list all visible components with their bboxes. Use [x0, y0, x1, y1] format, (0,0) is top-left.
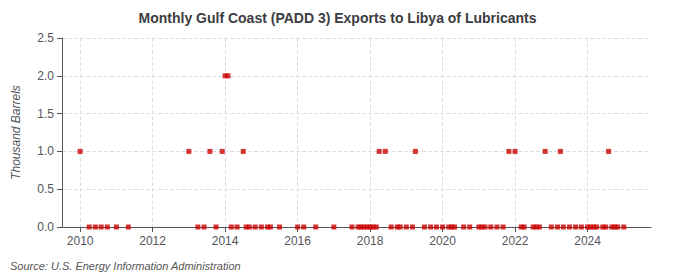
svg-text:0.5: 0.5	[37, 182, 54, 196]
svg-text:2010: 2010	[67, 234, 94, 248]
svg-text:2018: 2018	[357, 234, 384, 248]
svg-text:2012: 2012	[139, 234, 166, 248]
svg-text:2024: 2024	[574, 234, 601, 248]
svg-text:2.0: 2.0	[37, 69, 54, 83]
svg-text:1.5: 1.5	[37, 107, 54, 121]
svg-text:2016: 2016	[284, 234, 311, 248]
svg-text:Source: U.S. Energy Informatio: Source: U.S. Energy Information Administ…	[10, 260, 241, 272]
svg-text:2.5: 2.5	[37, 31, 54, 45]
svg-text:Thousand Barrels: Thousand Barrels	[9, 85, 23, 180]
svg-text:0.0: 0.0	[37, 220, 54, 234]
svg-text:2014: 2014	[212, 234, 239, 248]
svg-text:Monthly Gulf Coast (PADD 3) Ex: Monthly Gulf Coast (PADD 3) Exports to L…	[139, 10, 537, 26]
svg-text:2020: 2020	[429, 234, 456, 248]
svg-text:2022: 2022	[502, 234, 529, 248]
svg-text:1.0: 1.0	[37, 144, 54, 158]
